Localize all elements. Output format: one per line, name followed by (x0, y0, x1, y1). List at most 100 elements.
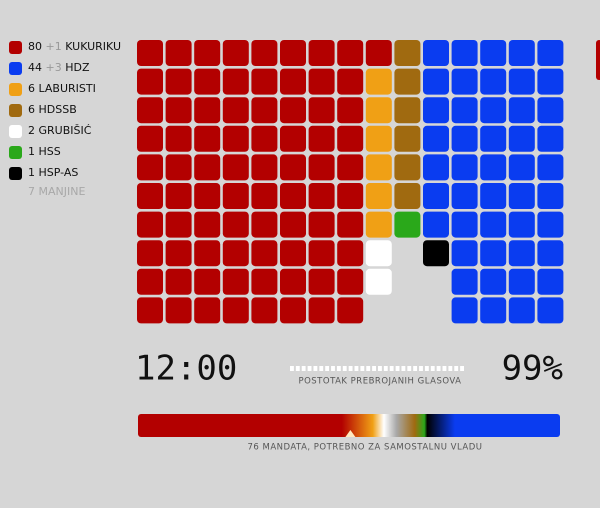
legend-text: KUKURIKU (65, 40, 121, 53)
seat (194, 125, 221, 152)
legend-swatch (9, 41, 22, 54)
seat (480, 125, 507, 152)
count-dash (325, 366, 330, 371)
seat (537, 68, 564, 95)
legend-text: 6 (28, 103, 35, 116)
legend-text: 1 (28, 145, 35, 158)
seat (508, 125, 535, 152)
seat (365, 211, 392, 238)
seat (394, 211, 421, 238)
legend-swatch (9, 104, 22, 117)
seat (537, 211, 564, 238)
count-dash (331, 366, 335, 371)
legend-text: HSS (39, 145, 61, 158)
seat (423, 68, 449, 95)
seat (423, 183, 449, 209)
seat (451, 211, 478, 238)
legend-swatch (9, 83, 22, 96)
count-dash (401, 366, 406, 371)
seat (451, 125, 478, 152)
majority-caption: 76 MANDATA, POTREBNO ZA SAMOSTALNU VLADU (247, 443, 482, 453)
seat (365, 183, 392, 209)
seat (451, 68, 478, 95)
seat (194, 154, 221, 181)
seat (423, 211, 449, 238)
count-dash (348, 366, 353, 371)
count-dash (413, 366, 418, 371)
seat (165, 297, 192, 324)
seat (308, 297, 335, 324)
seat (137, 297, 163, 324)
seat-bar (138, 414, 560, 437)
seat (308, 211, 335, 238)
seat (194, 240, 221, 267)
counted-percent: 99% (502, 349, 563, 389)
seat (280, 68, 306, 95)
seat (451, 240, 478, 267)
legend-text: 2 (28, 124, 35, 137)
count-dash (407, 366, 412, 371)
seat (508, 297, 535, 324)
legend-text: 44 (28, 61, 42, 74)
seat (165, 211, 192, 238)
seat (365, 154, 392, 181)
legend-swatch (9, 62, 22, 75)
seat (480, 154, 507, 181)
seat (365, 240, 392, 267)
seat (394, 125, 421, 152)
seat (194, 268, 221, 295)
count-dash (454, 366, 459, 371)
seat (137, 211, 163, 238)
count-dash (424, 366, 429, 371)
legend-entry: 6 HDSSB (28, 103, 77, 116)
seat (537, 268, 564, 295)
legend-text: MANJINE (39, 185, 86, 198)
seat (280, 97, 306, 124)
legend-entry: 6 LABURISTI (28, 82, 96, 95)
seat (137, 68, 163, 95)
count-dash (460, 366, 464, 371)
seat (251, 154, 278, 181)
legend-swatch (9, 167, 22, 180)
count-dash (389, 366, 394, 371)
count-dash (319, 366, 324, 371)
legend-swatch (9, 125, 22, 138)
seat (137, 40, 163, 66)
seat (194, 97, 221, 124)
seat (137, 154, 163, 181)
seat (222, 97, 249, 124)
seat (280, 240, 306, 267)
seat (423, 40, 449, 66)
seat (451, 154, 478, 181)
seat (480, 240, 507, 267)
seat (222, 154, 249, 181)
legend-text: LABURISTI (39, 82, 96, 95)
seat (308, 268, 335, 295)
seat (251, 240, 278, 267)
seat (165, 240, 192, 267)
count-dash (295, 366, 300, 371)
count-dash (290, 366, 294, 371)
seat (423, 97, 449, 124)
seat (222, 40, 249, 66)
seat (165, 97, 192, 124)
seat (451, 97, 478, 124)
seat (251, 40, 278, 66)
seat (222, 125, 249, 152)
seat (308, 183, 335, 209)
seat (365, 40, 392, 66)
seat (508, 97, 535, 124)
count-dash (383, 366, 388, 371)
legend-text: GRUBIŠIĆ (39, 124, 92, 137)
seat (508, 240, 535, 267)
legend-text: HDSSB (39, 103, 77, 116)
seat (480, 97, 507, 124)
seat (423, 240, 449, 267)
seat (480, 183, 507, 209)
seat (308, 97, 335, 124)
seat (165, 125, 192, 152)
seat (280, 40, 306, 66)
seat (337, 240, 364, 267)
seat (337, 97, 364, 124)
seat (194, 68, 221, 95)
